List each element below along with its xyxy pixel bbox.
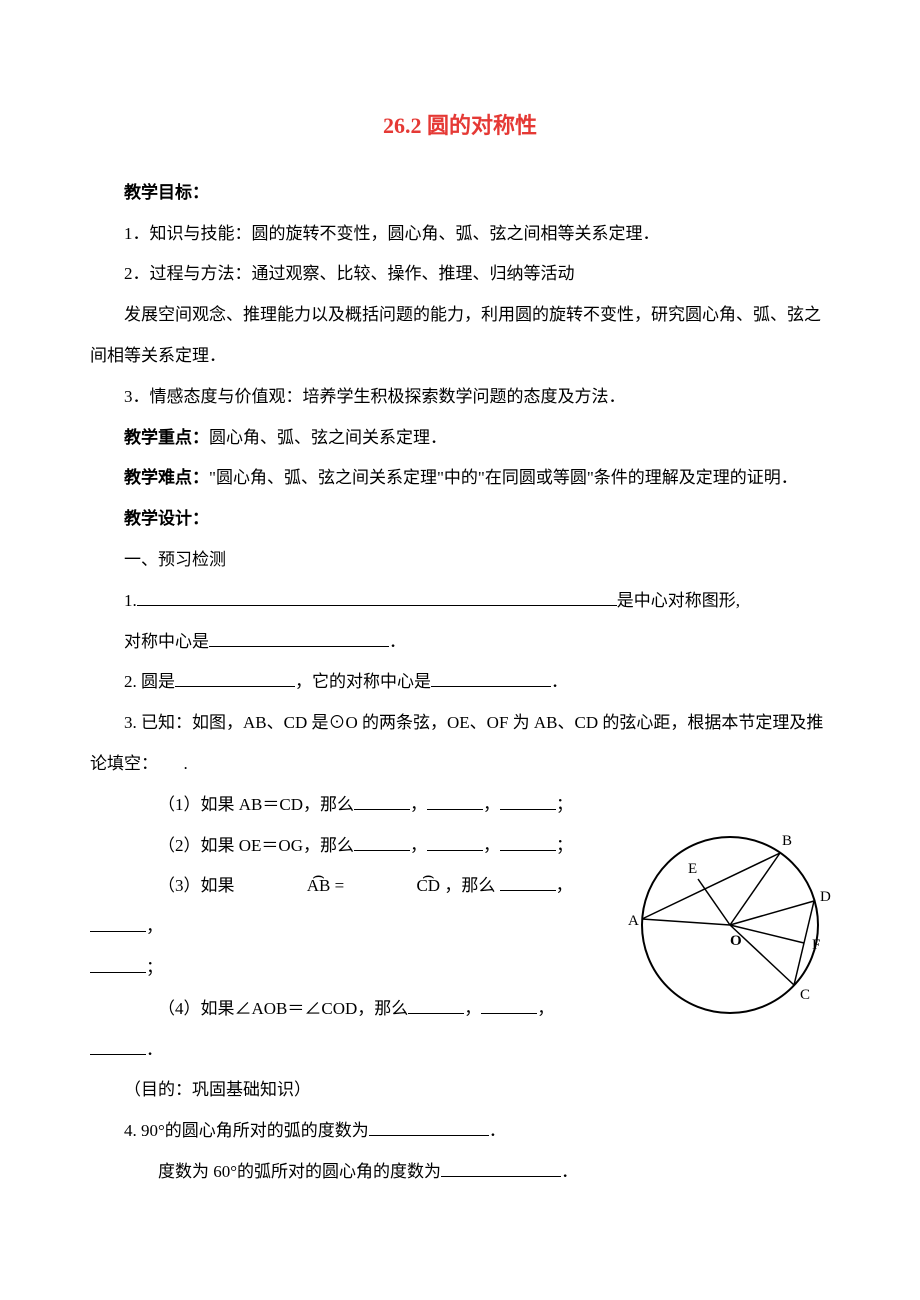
blank xyxy=(354,791,410,810)
page-title: 26.2 圆的对称性 xyxy=(90,100,830,153)
circle-diagram: A B D C O E F xyxy=(620,815,840,1015)
q1b-line: 对称中心是 ． xyxy=(90,622,830,663)
q4-line2: 度数为 60°的弧所对的圆心角的度数为 ． xyxy=(90,1152,830,1193)
q3-b: （2）如果 OE＝OG，那么 ， ， ； xyxy=(90,826,590,867)
svg-text:O: O xyxy=(730,933,742,949)
semicolon: ； xyxy=(556,836,573,855)
keypoint-label: 教学重点： xyxy=(124,428,209,447)
q1-prefix: 1. xyxy=(124,591,137,610)
q3-a: （1）如果 AB＝CD，那么 ， ， ； xyxy=(90,785,590,826)
semicolon: ； xyxy=(146,958,163,977)
q2-mid: ，它的对称中心是 xyxy=(295,672,431,691)
objective-1: 1．知识与技能：圆的旋转不变性，圆心角、弧、弦之间相等关系定理． xyxy=(90,214,830,255)
comma: ， xyxy=(483,836,500,855)
svg-text:D: D xyxy=(820,889,831,905)
blank xyxy=(427,791,483,810)
q3-intro: 3. 已知：如图，AB、CD 是⊙O 的两条弦，OE、OF 为 AB、CD 的弦… xyxy=(90,703,830,785)
arc-cd: CD xyxy=(348,866,440,907)
blank xyxy=(500,832,556,851)
blank xyxy=(90,913,146,932)
q3-c-tail: ； xyxy=(90,948,590,989)
q3-container: ABDCOEF （1）如果 AB＝CD，那么，，； （2）如果 OE＝OG，那么… xyxy=(90,785,830,1071)
q2-blank2 xyxy=(431,669,551,688)
comma: ， xyxy=(410,836,427,855)
q4-1-suf: ． xyxy=(489,1121,506,1140)
comma: ， xyxy=(556,876,573,895)
q3-c-post: ，那么 xyxy=(440,876,500,895)
comma: ， xyxy=(146,917,163,936)
comma: ， xyxy=(464,999,481,1018)
q1b-suffix: ． xyxy=(389,632,406,651)
objectives-heading: 教学目标： xyxy=(90,173,830,214)
svg-text:A: A xyxy=(628,913,639,929)
comma: ， xyxy=(410,795,427,814)
difficulty-text: "圆心角、弧、弦之间关系定理"中的"在同圆或等圆"条件的理解及定理的证明． xyxy=(209,468,798,487)
difficulty-label: 教学难点： xyxy=(124,468,209,487)
q1b-prefix: 对称中心是 xyxy=(124,632,209,651)
q3-a-text: （1）如果 AB＝CD，那么 xyxy=(158,795,354,814)
blank xyxy=(500,791,556,810)
q1-suffix: 是中心对称图形, xyxy=(617,591,740,610)
q1b-blank xyxy=(209,628,389,647)
q2-prefix: 2. 圆是 xyxy=(124,672,175,691)
q3-b-text: （2）如果 OE＝OG，那么 xyxy=(158,836,354,855)
blank xyxy=(427,832,483,851)
blank xyxy=(481,995,537,1014)
q4-1-pre: 4. 90°的圆心角所对的弧的度数为 xyxy=(124,1121,369,1140)
semicolon: ； xyxy=(556,795,573,814)
q3-note: （目的：巩固基础知识） xyxy=(90,1070,830,1111)
blank xyxy=(90,1036,146,1055)
blank xyxy=(90,954,146,973)
svg-text:E: E xyxy=(688,861,697,877)
q4-blank2 xyxy=(441,1158,561,1177)
q3-c: （3）如果 AB = CD ，那么 ， ， xyxy=(90,866,590,948)
blank xyxy=(354,832,410,851)
q3-d-text: （4）如果∠AOB＝∠COD，那么 xyxy=(158,999,408,1018)
q2-blank1 xyxy=(175,669,295,688)
q3-d: （4）如果∠AOB＝∠COD，那么 ， ， xyxy=(90,989,590,1030)
arc-ab: AB xyxy=(239,866,331,907)
q3-c-pre: （3）如果 xyxy=(158,876,239,895)
q4-line1: 4. 90°的圆心角所对的弧的度数为 ． xyxy=(90,1111,830,1152)
design-heading: 教学设计： xyxy=(90,499,830,540)
section-1-heading: 一、预习检测 xyxy=(90,540,830,581)
keypoint-line: 教学重点：圆心角、弧、弦之间关系定理． xyxy=(90,418,830,459)
q4-blank1 xyxy=(369,1117,489,1136)
comma: ， xyxy=(483,795,500,814)
comma: ， xyxy=(537,999,554,1018)
q1-blank xyxy=(137,587,617,606)
blank xyxy=(408,995,464,1014)
difficulty-line: 教学难点："圆心角、弧、弦之间关系定理"中的"在同圆或等圆"条件的理解及定理的证… xyxy=(90,458,830,499)
q1-line: 1. 是中心对称图形, xyxy=(90,581,830,622)
svg-text:C: C xyxy=(800,987,810,1003)
period: ． xyxy=(146,1040,163,1059)
q4-2-pre: 度数为 60°的弧所对的圆心角的度数为 xyxy=(158,1162,441,1181)
title-text: 26.2 圆的对称性 xyxy=(383,113,537,138)
q3-d-tail: ． xyxy=(90,1030,830,1071)
q2-suffix: ． xyxy=(551,672,568,691)
blank xyxy=(500,873,556,892)
q2-line: 2. 圆是 ，它的对称中心是 ． xyxy=(90,662,830,703)
objective-3: 3．情感态度与价值观：培养学生积极探索数学问题的态度及方法． xyxy=(90,377,830,418)
svg-text:B: B xyxy=(782,833,792,849)
objective-2b: 发展空间观念、推理能力以及概括问题的能力，利用圆的旋转不变性，研究圆心角、弧、弦… xyxy=(90,295,830,377)
q3-c-eq: = xyxy=(330,876,348,895)
svg-text:F: F xyxy=(812,937,820,953)
q4-2-suf: ． xyxy=(561,1162,578,1181)
keypoint-text: 圆心角、弧、弦之间关系定理． xyxy=(209,428,447,447)
objective-2: 2．过程与方法：通过观察、比较、操作、推理、归纳等活动 xyxy=(90,254,830,295)
